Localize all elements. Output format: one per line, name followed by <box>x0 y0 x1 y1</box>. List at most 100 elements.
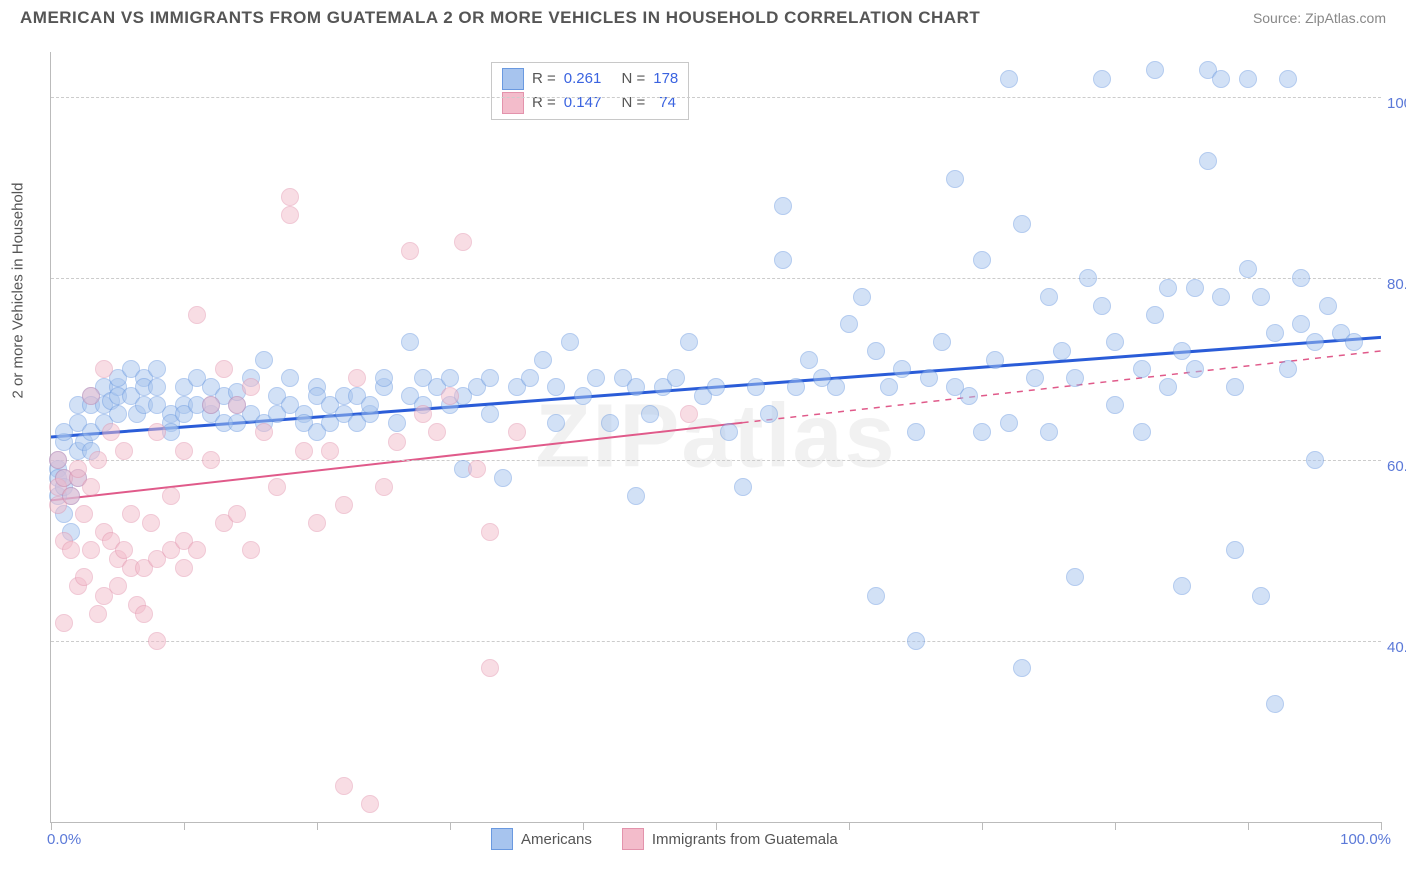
data-point <box>1186 279 1204 297</box>
data-point <box>148 360 166 378</box>
legend-label-americans: Americans <box>521 831 592 848</box>
data-point <box>321 442 339 460</box>
data-point <box>680 405 698 423</box>
data-point <box>481 659 499 677</box>
data-point <box>907 423 925 441</box>
data-point <box>481 405 499 423</box>
data-point <box>281 188 299 206</box>
data-point <box>255 351 273 369</box>
data-point <box>361 396 379 414</box>
swatch-guatemala <box>502 92 524 114</box>
data-point <box>102 423 120 441</box>
data-point <box>335 496 353 514</box>
data-point <box>760 405 778 423</box>
data-point <box>1226 378 1244 396</box>
data-point <box>414 405 432 423</box>
data-point <box>49 451 67 469</box>
data-point <box>547 414 565 432</box>
x-tick <box>1115 822 1116 830</box>
data-point <box>667 369 685 387</box>
data-point <box>827 378 845 396</box>
data-point <box>1212 70 1230 88</box>
data-point <box>494 469 512 487</box>
data-point <box>148 423 166 441</box>
data-point <box>242 378 260 396</box>
data-point <box>1173 577 1191 595</box>
data-point <box>707 378 725 396</box>
data-point <box>1239 260 1257 278</box>
data-point <box>1053 342 1071 360</box>
data-point <box>574 387 592 405</box>
y-tick-label: 60.0% <box>1387 458 1406 475</box>
data-point <box>1159 279 1177 297</box>
data-point <box>55 614 73 632</box>
data-point <box>135 605 153 623</box>
data-point <box>109 577 127 595</box>
data-point <box>375 478 393 496</box>
data-point <box>388 433 406 451</box>
data-point <box>1186 360 1204 378</box>
n-value-guatemala: 74 <box>653 91 676 115</box>
data-point <box>115 541 133 559</box>
legend-stats: R = 0.261 N = 178 R = 0.147 N = 74 <box>491 62 689 120</box>
data-point <box>361 795 379 813</box>
r-label: R = <box>532 91 556 115</box>
data-point <box>82 387 100 405</box>
r-label: R = <box>532 67 556 91</box>
data-point <box>82 478 100 496</box>
data-point <box>1239 70 1257 88</box>
data-point <box>308 514 326 532</box>
data-point <box>1040 423 1058 441</box>
data-point <box>774 251 792 269</box>
data-point <box>1226 541 1244 559</box>
legend-item-americans: Americans <box>491 828 592 850</box>
data-point <box>348 369 366 387</box>
legend-item-guatemala: Immigrants from Guatemala <box>622 828 838 850</box>
data-point <box>907 632 925 650</box>
data-point <box>521 369 539 387</box>
data-point <box>1292 269 1310 287</box>
data-point <box>115 442 133 460</box>
legend-stats-row-americans: R = 0.261 N = 178 <box>502 67 678 91</box>
data-point <box>1306 333 1324 351</box>
swatch-guatemala-bottom <box>622 828 644 850</box>
legend-stats-row-guatemala: R = 0.147 N = 74 <box>502 91 678 115</box>
data-point <box>1106 333 1124 351</box>
grid-line <box>51 460 1381 461</box>
data-point <box>375 369 393 387</box>
data-point <box>867 342 885 360</box>
data-point <box>1266 695 1284 713</box>
data-point <box>973 251 991 269</box>
x-tick <box>184 822 185 830</box>
x-tick <box>51 822 52 830</box>
data-point <box>893 360 911 378</box>
trend-lines <box>51 52 1381 822</box>
data-point <box>1079 269 1097 287</box>
data-point <box>281 206 299 224</box>
data-point <box>1266 324 1284 342</box>
data-point <box>734 478 752 496</box>
data-point <box>1252 587 1270 605</box>
data-point <box>75 568 93 586</box>
data-point <box>481 523 499 541</box>
data-point <box>1212 288 1230 306</box>
x-tick <box>317 822 318 830</box>
data-point <box>680 333 698 351</box>
data-point <box>242 541 260 559</box>
data-point <box>481 369 499 387</box>
data-point <box>867 587 885 605</box>
x-tick <box>716 822 717 830</box>
data-point <box>1319 297 1337 315</box>
data-point <box>441 387 459 405</box>
data-point <box>89 451 107 469</box>
data-point <box>1013 215 1031 233</box>
y-tick-label: 100.0% <box>1387 95 1406 112</box>
data-point <box>880 378 898 396</box>
data-point <box>641 405 659 423</box>
x-tick <box>1381 822 1382 830</box>
data-point <box>75 505 93 523</box>
data-point <box>853 288 871 306</box>
chart-container: 2 or more Vehicles in Household ZIPatlas… <box>46 40 1386 860</box>
data-point <box>1066 369 1084 387</box>
data-point <box>933 333 951 351</box>
